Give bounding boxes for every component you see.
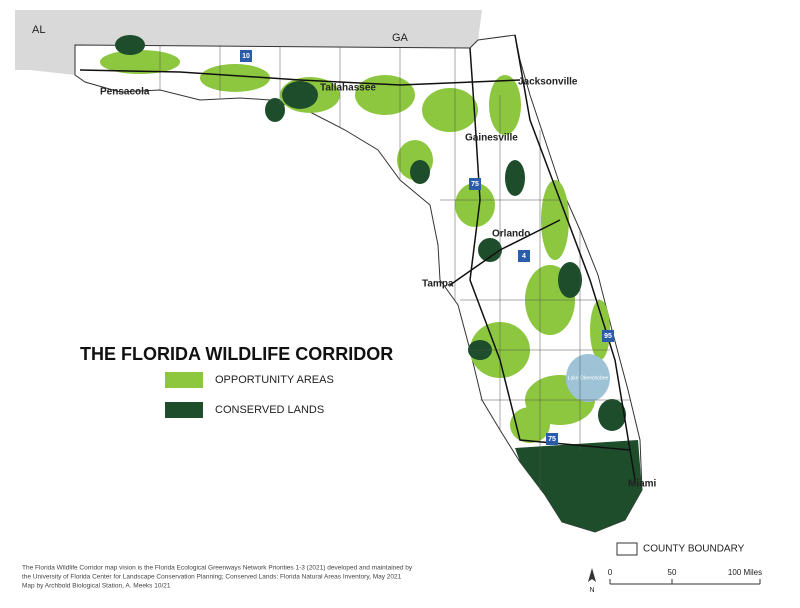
legend-swatch [616, 542, 638, 556]
area [422, 88, 478, 132]
area [541, 180, 569, 260]
legend-title: THE FLORIDA WILDLIFE CORRIDOR [80, 344, 393, 364]
shield-label: 4 [522, 253, 526, 260]
land [478, 238, 502, 262]
credit-line: Map by Archbold Biological Station, A. M… [22, 583, 171, 590]
city-label: Orlando [492, 229, 530, 240]
land [515, 440, 642, 532]
shield-label: 75 [548, 436, 556, 443]
lake-label: Lake Okeechobee [568, 375, 609, 381]
land [558, 262, 582, 298]
city-label: Miami [628, 479, 657, 490]
highways [79, 34, 636, 481]
city-label: Jacksonville [518, 77, 578, 88]
area [355, 75, 415, 115]
scale-label: 0 [608, 568, 613, 577]
scale-label: 100 Miles [728, 568, 762, 577]
lake [566, 354, 610, 402]
land [505, 160, 525, 196]
area [455, 183, 495, 227]
credit-line: the University of Florida Center for Lan… [22, 574, 402, 581]
shield-label: 75 [471, 181, 479, 188]
scale-label: 50 [668, 568, 677, 577]
shield [518, 250, 530, 262]
legend-label: OPPORTUNITY AREAS [215, 374, 334, 386]
area [489, 75, 521, 135]
city-label: Gainesville [465, 133, 518, 144]
city-label: Tampa [422, 279, 454, 290]
credit-line: The Florida Wildlife Corridor map vision… [22, 565, 413, 572]
legend-label: COUNTY BOUNDARY [643, 544, 745, 555]
shield-label: 10 [242, 53, 250, 60]
north-label: N [589, 587, 594, 594]
shield-label: 95 [604, 333, 612, 340]
city-label: Pensacola [100, 87, 150, 98]
area [200, 64, 270, 92]
shield [240, 50, 252, 62]
legend-swatch [165, 402, 203, 418]
neighbor-states [15, 10, 482, 75]
land [115, 35, 145, 55]
scale-bar [609, 579, 761, 585]
county-lines [159, 45, 630, 490]
north-arrow [588, 568, 596, 582]
shield [546, 433, 558, 445]
city-label: Tallahassee [320, 83, 376, 94]
land [265, 98, 285, 122]
shield [469, 178, 481, 190]
land [410, 160, 430, 184]
shield [602, 330, 614, 342]
state-label: AL [32, 24, 45, 36]
legend-label: CONSERVED LANDS [215, 404, 324, 416]
legend-swatch [165, 372, 203, 388]
land [282, 81, 318, 109]
land [598, 399, 626, 431]
area [590, 300, 610, 360]
shields: 10 75 4 95 75 [240, 50, 614, 445]
state-label: GA [392, 32, 409, 44]
